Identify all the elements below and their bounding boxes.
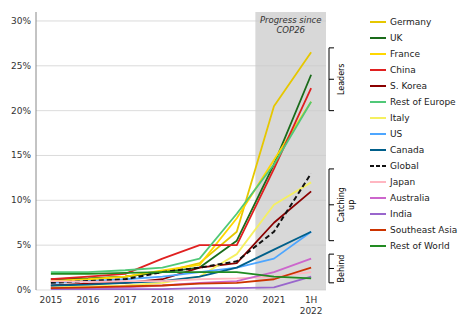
- legend-swatch: [370, 165, 386, 167]
- x-tick-label: 2019: [188, 295, 211, 305]
- legend-swatch: [370, 85, 386, 87]
- x-tick-label: 2017: [114, 295, 137, 305]
- x-tick-label: 2015: [39, 295, 62, 305]
- series-line: [51, 102, 311, 281]
- series-line: [51, 259, 311, 289]
- text-line: Catching: [337, 187, 346, 222]
- y-tick-label: 25%: [11, 61, 31, 71]
- series-line: [51, 232, 311, 286]
- group-label: Leaders: [337, 63, 346, 95]
- legend-swatch: [370, 213, 386, 215]
- text-line: 2017: [114, 295, 137, 305]
- x-tick-label: 2018: [151, 295, 174, 305]
- legend-label: Global: [390, 161, 419, 171]
- text-line: 2022: [300, 306, 323, 316]
- legend-label: Rest of Europe: [390, 97, 456, 107]
- series-line: [51, 52, 311, 281]
- legend-swatch: [370, 117, 386, 119]
- series-line: [51, 182, 311, 287]
- text-line: 2021: [262, 295, 285, 305]
- text-line: Leaders: [337, 63, 346, 95]
- text-line: 2018: [151, 295, 174, 305]
- y-tick-label: 0%: [17, 285, 32, 295]
- legend-label: Japan: [389, 177, 415, 187]
- legend-swatch: [370, 101, 386, 103]
- legend-label: Germany: [390, 17, 432, 27]
- grid-line: [36, 65, 326, 66]
- lines: [51, 52, 311, 289]
- legend-label: Italy: [390, 113, 410, 123]
- legend-swatch: [370, 133, 386, 135]
- annotation: Progress sinceCOP26: [260, 15, 322, 35]
- legend-label: Rest of World: [390, 241, 450, 251]
- text-line: Progress since: [260, 15, 322, 25]
- series-line: [51, 272, 311, 282]
- x-tick-label: 2020: [225, 295, 248, 305]
- text-line: 2020: [225, 295, 248, 305]
- text-line: 2019: [188, 295, 211, 305]
- series-line: [51, 75, 311, 279]
- y-tick-label: 30%: [11, 16, 31, 26]
- legend-label: France: [390, 49, 420, 59]
- series-line: [51, 102, 311, 272]
- x-tick-label: 2016: [77, 295, 100, 305]
- y-axis-line: [36, 12, 37, 290]
- group-bracket: [329, 169, 334, 241]
- legend-swatch: [370, 69, 386, 71]
- legend-label: China: [390, 65, 416, 75]
- legend-swatch: [370, 37, 386, 39]
- text-line: 1H: [305, 295, 318, 305]
- legend-swatch: [370, 245, 386, 247]
- series-line: [51, 272, 311, 278]
- grid-line: [36, 110, 326, 111]
- legend-swatch: [370, 197, 386, 199]
- legend-swatch: [370, 229, 386, 231]
- y-tick-label: 5%: [17, 240, 32, 250]
- legend-label: India: [390, 209, 412, 219]
- group-label: Behind: [337, 255, 346, 283]
- x-tick-label: 2021: [262, 295, 285, 305]
- series-line: [51, 268, 311, 289]
- legend-label: S. Korea: [390, 81, 427, 91]
- legend-swatch: [370, 53, 386, 55]
- grid-line: [36, 155, 326, 156]
- legend-label: Canada: [390, 145, 424, 155]
- legend-label: Southeast Asia: [390, 225, 457, 235]
- y-tick-label: 15%: [11, 150, 31, 160]
- group-bracket: [329, 254, 334, 283]
- text-line: 2016: [77, 295, 100, 305]
- series-line: [51, 232, 311, 283]
- chart: 0% 5% 10% 15% 20% 25% 30% 2015 2016 2017 2018 2019 2…: [0, 0, 474, 326]
- legend-label: US: [390, 129, 403, 139]
- text-line: COP26: [276, 25, 305, 35]
- series-line: [51, 173, 311, 282]
- highlight-region: [255, 12, 326, 290]
- legend-label: Australia: [390, 193, 430, 203]
- legend-swatch: [370, 181, 386, 183]
- x-tick-label: 1H2022: [300, 295, 323, 316]
- group-bracket: [329, 48, 334, 111]
- legend-swatch: [370, 149, 386, 151]
- legend: Germany UK France China S. Korea Rest of Euro…: [370, 17, 457, 251]
- legend-label: UK: [390, 33, 404, 43]
- y-tick-label: 10%: [11, 195, 31, 205]
- text-line: up: [347, 200, 356, 210]
- y-tick-label: 20%: [11, 106, 31, 116]
- text-line: 2015: [39, 295, 62, 305]
- group-label: Catchingup: [337, 187, 356, 222]
- legend-swatch: [370, 21, 386, 23]
- text-line: Behind: [337, 255, 346, 283]
